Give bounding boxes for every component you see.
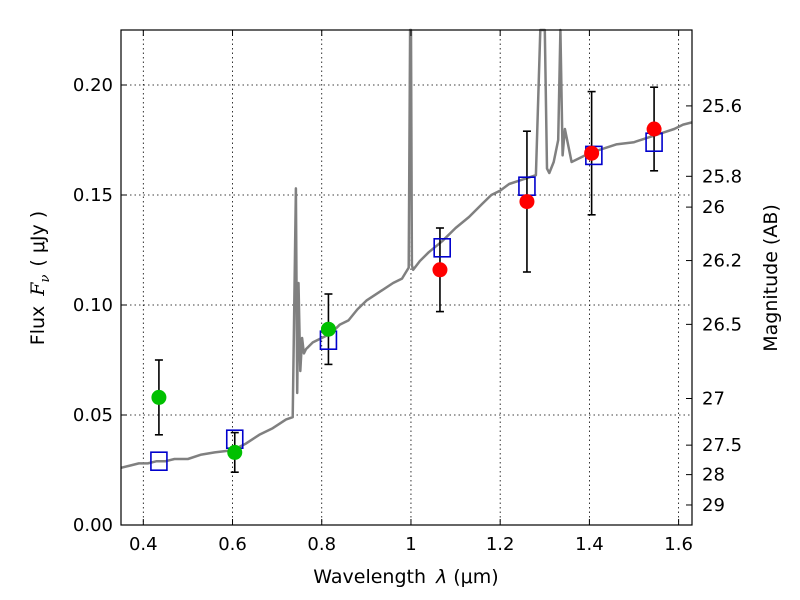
x-axis-title: Wavelength λ (μm) (313, 566, 498, 588)
x-axis-ticks: 0.4 0.6 0.8 1 1.2 1.4 1.6 (129, 30, 693, 555)
y2-tick-label: 27.5 (702, 435, 742, 456)
y2-tick-label: 26.5 (702, 314, 742, 335)
y-tick-label: 0.20 (73, 75, 113, 96)
x-axis-title-prefix: Wavelength (313, 566, 426, 588)
x-tick-label: 1.4 (575, 534, 604, 555)
observed-flux-marker (151, 389, 167, 405)
y2-tick-label: 25.6 (702, 96, 742, 117)
plot-frame (120, 29, 693, 526)
y-axis-title-prefix: Flux (27, 306, 49, 346)
y-axis-title-subscript: ν (38, 275, 53, 283)
y-axis-title: Flux Fν ( μJy ) (27, 211, 53, 345)
x-tick-label: 1.2 (486, 534, 515, 555)
observed-flux-marker (519, 194, 535, 210)
x-tick-label: 0.6 (218, 534, 247, 555)
y-tick-label: 0.10 (73, 295, 113, 316)
model-photometry-marker (433, 238, 451, 258)
y2-tick-label: 26.2 (702, 251, 742, 272)
x-tick-label: 1 (405, 534, 416, 555)
y2-tick-label: 29 (702, 495, 725, 516)
y-tick-label: 0.00 (73, 515, 113, 536)
y-axis-ticks: 0.00 0.05 0.10 0.15 0.20 (73, 75, 127, 536)
x-axis-title-unit: (μm) (453, 566, 498, 588)
observed-flux-marker (432, 262, 448, 278)
y2-tick-label: 25.8 (702, 166, 742, 187)
x-tick-label: 1.6 (664, 534, 693, 555)
y-tick-label: 0.15 (73, 185, 113, 206)
grid (121, 30, 692, 525)
observed-flux-marker (227, 444, 243, 460)
model-spectrum (120, 28, 693, 470)
x-tick-label: 0.4 (129, 534, 158, 555)
observed-flux-marker (646, 121, 662, 137)
y2-axis-title: Magnitude (AB) (760, 204, 782, 352)
x-tick-label: 0.8 (307, 534, 336, 555)
model-spectrum-line (120, 28, 693, 470)
y-axis-title-unit: ( μJy ) (27, 211, 49, 267)
y2-tick-label: 26 (702, 197, 725, 218)
y2-tick-label: 27 (702, 389, 725, 410)
model-photometry-marker (150, 451, 168, 472)
x-axis-title-symbol: λ (435, 566, 447, 588)
observed-flux-marker (584, 145, 600, 161)
y-axis-title-symbol: F (27, 282, 49, 297)
error-bars (154, 86, 659, 474)
markers (150, 121, 663, 472)
y2-tick-label: 28 (702, 465, 725, 486)
y2-axis-ticks: 25.6 25.8 26 26.2 26.5 27 27.5 28 29 (686, 96, 742, 516)
observed-flux-marker (320, 321, 336, 337)
y-tick-label: 0.05 (73, 405, 113, 426)
